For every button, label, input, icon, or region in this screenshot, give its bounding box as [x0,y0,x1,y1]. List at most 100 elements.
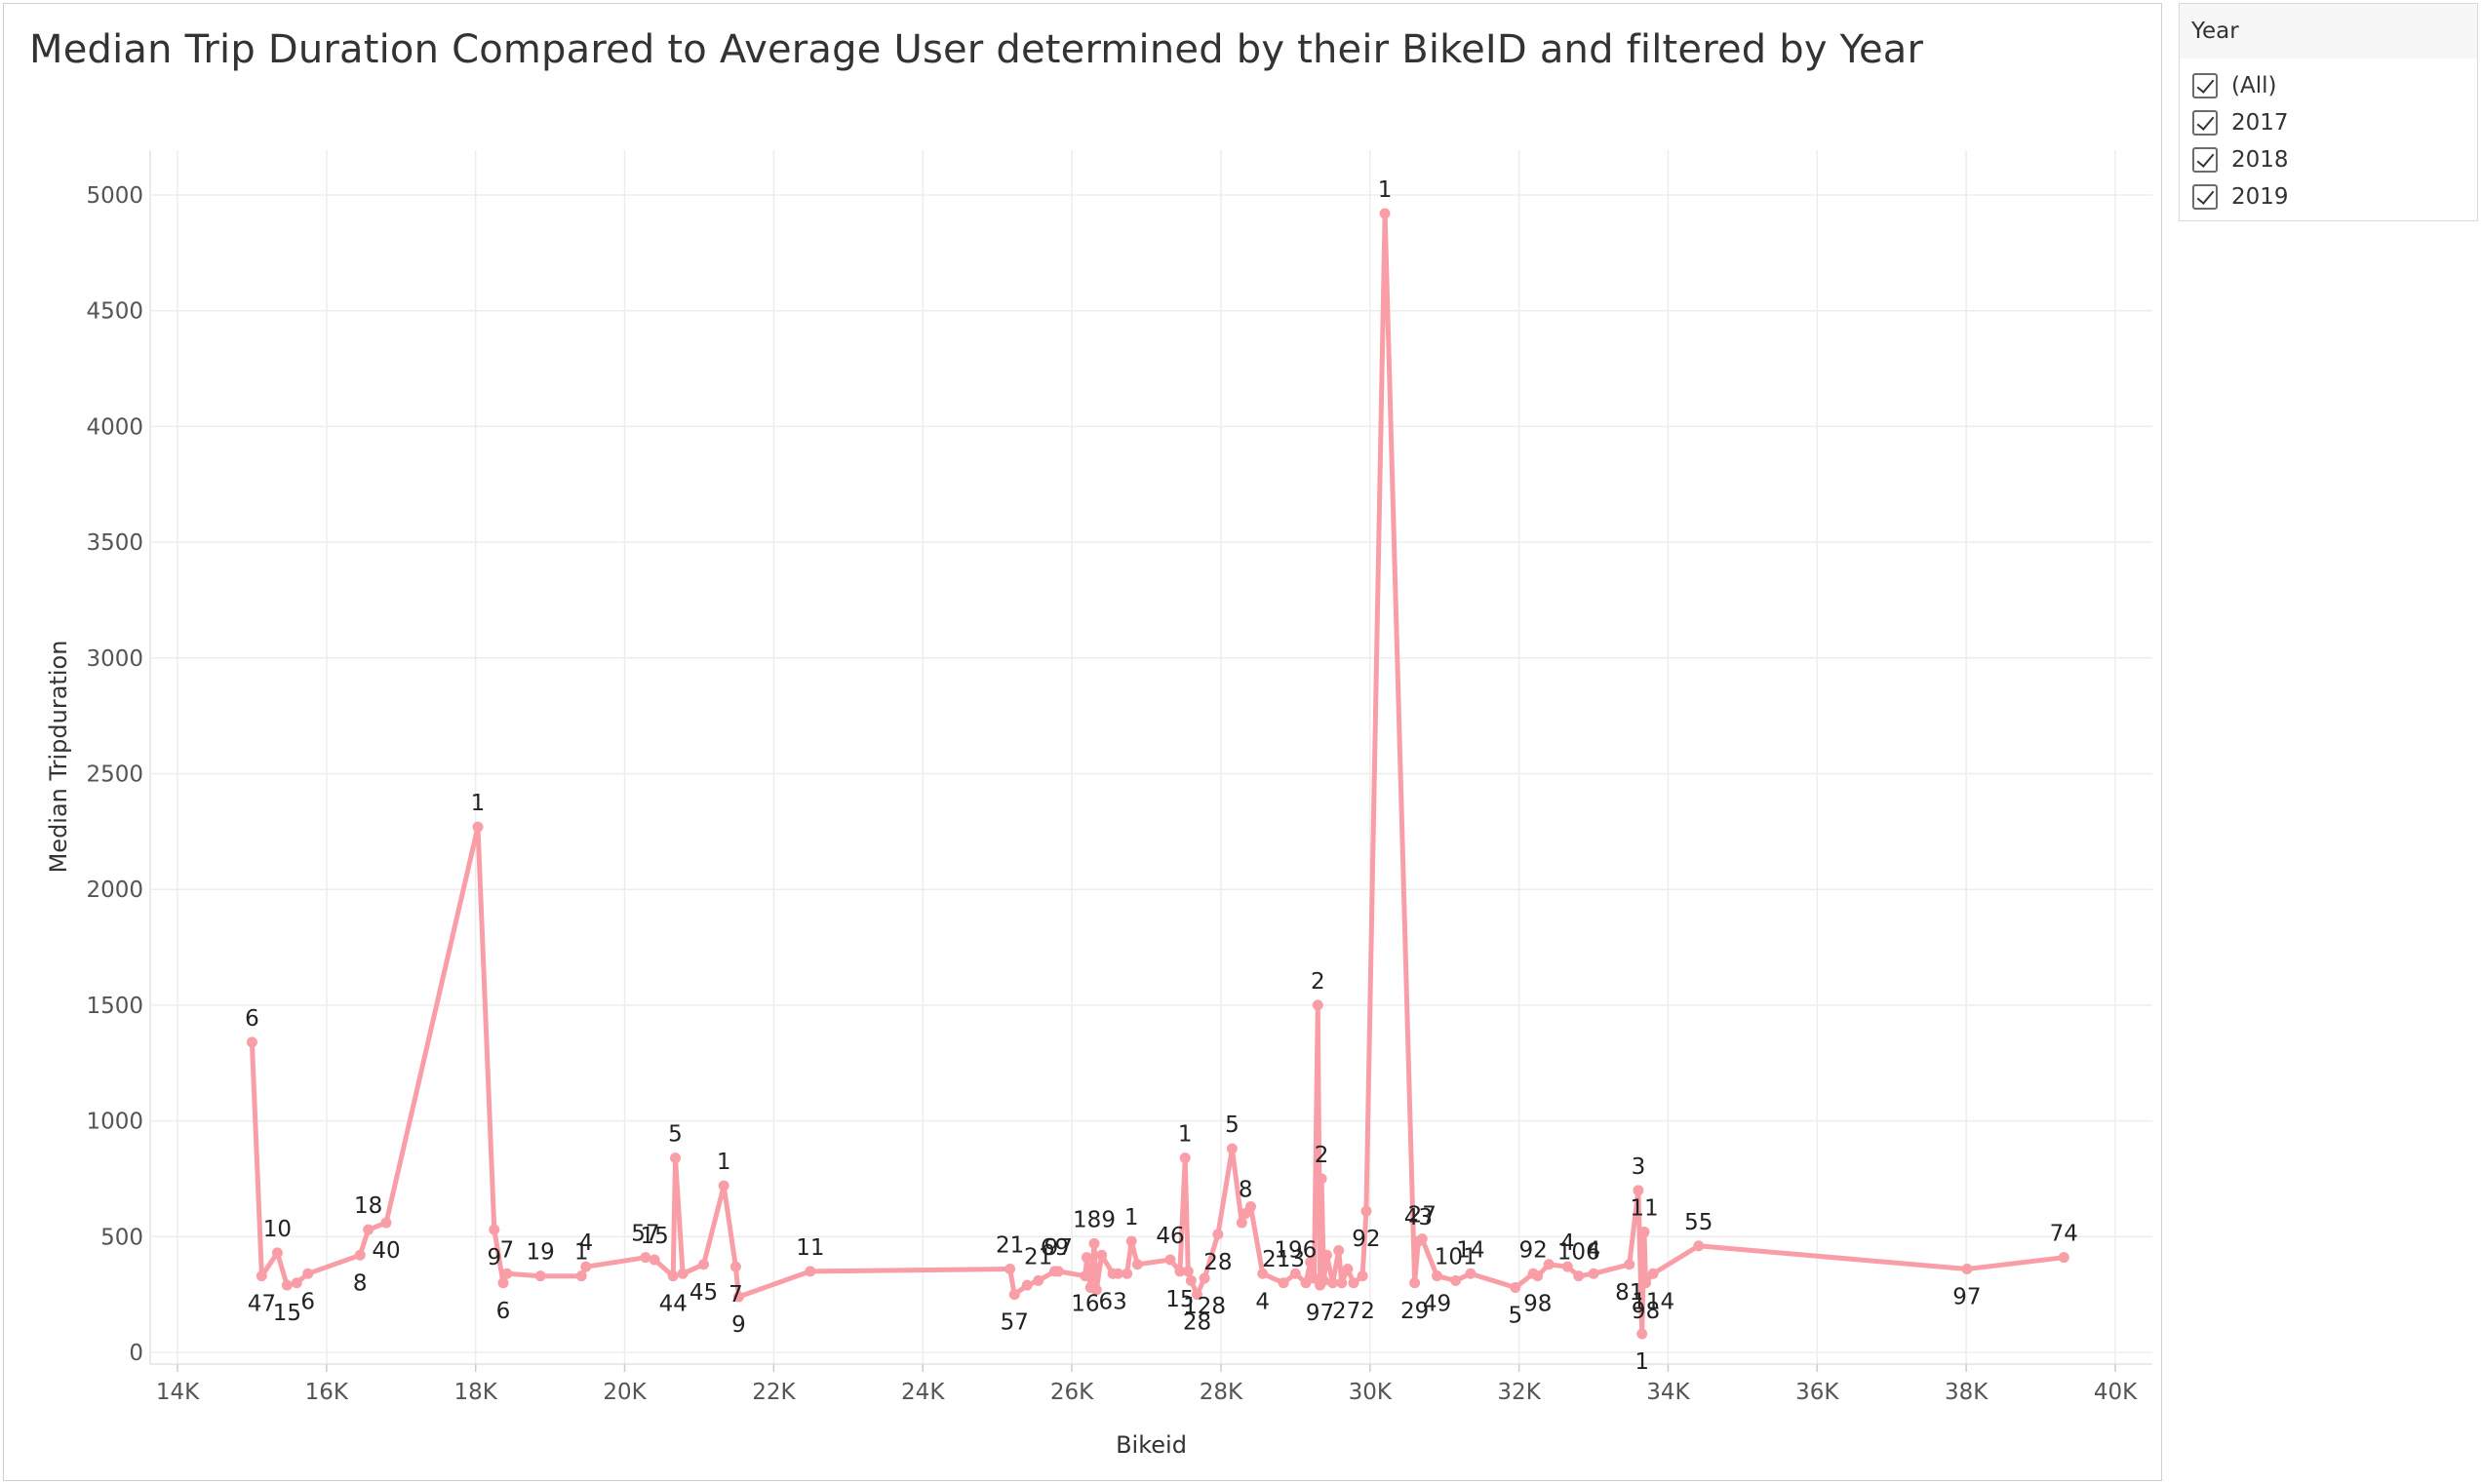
data-label: 21 [1024,1244,1052,1269]
data-label: 106 [1557,1240,1600,1266]
data-point [1543,1259,1555,1270]
data-label: 8 [353,1270,368,1296]
data-point [1624,1259,1635,1270]
data-point [1416,1233,1428,1245]
data-label: 6 [300,1289,315,1314]
data-label: 15 [1165,1287,1194,1312]
checkbox-checked-icon[interactable] [2192,73,2218,98]
data-label: 11 [796,1235,824,1261]
data-point [575,1270,587,1282]
y-tick-label: 0 [129,1341,143,1366]
checkbox-checked-icon[interactable] [2192,147,2218,173]
x-tick-label: 16K [305,1380,349,1405]
data-point [1573,1270,1585,1282]
y-tick-label: 3500 [86,530,143,556]
y-tick-label: 2500 [86,762,143,788]
x-tick-label: 30K [1349,1380,1393,1405]
checkbox-checked-icon[interactable] [2192,110,2218,136]
data-label: 3 [1632,1154,1646,1180]
data-point [501,1268,513,1279]
data-label: 7 [729,1282,743,1308]
data-point [1008,1289,1020,1301]
data-point [1090,1284,1102,1296]
filter-option-2017[interactable]: 2017 [2192,106,2289,139]
data-point [732,1291,744,1303]
data-point [1096,1249,1108,1261]
data-point [363,1224,374,1235]
y-tick-label: 1500 [86,994,143,1019]
data-point [649,1254,660,1266]
data-point [354,1249,366,1261]
data-point [1308,1272,1319,1284]
data-label: 19 [527,1240,555,1266]
data-label: 1 [1124,1205,1139,1230]
y-tick-label: 5000 [86,183,143,209]
line-chart: 14K 16K 18K 20K 22K 24K 26K 28K 30K 32K 34K 36K 38K 4… [45,150,2152,1459]
data-label: 1 [717,1150,731,1175]
x-tick-label: 14K [156,1380,200,1405]
data-point [1318,1274,1329,1286]
series-line [249,211,2067,1337]
data-label: 4 [578,1230,593,1256]
data-point [1289,1268,1301,1279]
data-point [1004,1264,1016,1275]
data-label: 15 [273,1301,301,1326]
data-point [1333,1245,1345,1257]
data-label: 1 [1634,1349,1649,1375]
x-tick-label: 36K [1795,1380,1839,1405]
x-tick-label: 24K [901,1380,945,1405]
data-label: 4 [1560,1230,1575,1256]
data-label: 101 [1435,1244,1477,1269]
data-point [1257,1268,1269,1279]
data-point [1081,1252,1092,1264]
data-point [1348,1277,1359,1289]
data-point [1191,1289,1202,1301]
year-filter-panel: Year (All) 2017 2018 2019 [2179,3,2478,221]
data-point [1185,1274,1197,1286]
filter-option-2018[interactable]: 2018 [2192,143,2289,176]
data-label: 189 [1073,1207,1116,1232]
data-label: 128 [1183,1294,1226,1319]
data-label: 55 [1684,1210,1713,1235]
data-label: 97 [1306,1301,1334,1326]
filter-option-2019[interactable]: 2019 [2192,180,2289,214]
checkbox-checked-icon[interactable] [2192,184,2218,210]
data-point [256,1270,267,1282]
data-point [1640,1277,1652,1289]
data-point [1125,1235,1137,1247]
data-label: 81 [1615,1280,1643,1306]
data-label: 6 [496,1299,511,1324]
chart-panel: Median Trip Duration Compared to Average… [3,3,2162,1481]
filter-option-all[interactable]: (All) [2192,69,2276,102]
filter-option-label: 2019 [2231,184,2289,210]
data-point [1226,1143,1238,1154]
data-point [1636,1328,1648,1340]
data-point [281,1279,293,1291]
data-point [1278,1277,1289,1289]
data-point [1510,1282,1521,1294]
y-tick-label: 500 [100,1225,143,1250]
data-label: 43 [1404,1205,1433,1230]
data-point [1164,1254,1176,1266]
data-label: 92 [1518,1237,1547,1263]
data-label: 272 [1332,1299,1375,1324]
data-point [1316,1173,1327,1185]
data-point [472,821,484,833]
data-point [1633,1185,1644,1196]
data-label: 57 [1001,1310,1029,1336]
data-label: 213 [1262,1247,1305,1272]
filter-option-label: (All) [2231,73,2277,98]
data-label: 1 [574,1240,589,1266]
data-label: 18 [354,1193,382,1219]
data-label: 4 [1587,1237,1601,1263]
data-label: 114 [1632,1289,1674,1314]
data-label: 69 [1041,1235,1069,1261]
data-point [667,1270,679,1282]
data-point [729,1261,741,1272]
data-point [580,1261,592,1272]
data-point [1131,1259,1143,1270]
data-label: 1 [471,791,486,816]
data-label: 29 [1400,1299,1429,1324]
data-label: 97 [1044,1235,1073,1261]
